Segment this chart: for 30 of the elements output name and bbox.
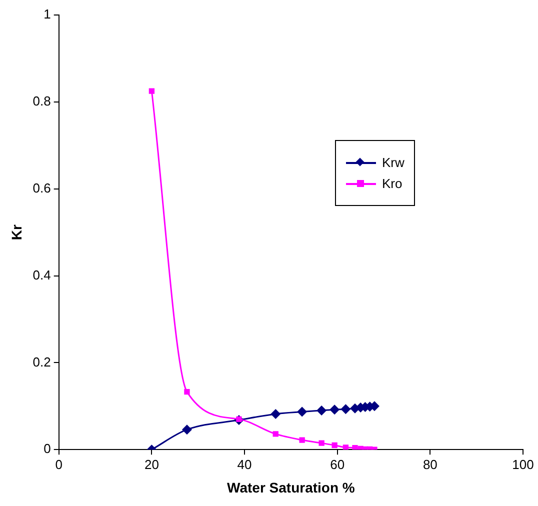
point	[340, 404, 351, 414]
point	[342, 444, 349, 450]
point	[148, 88, 155, 94]
x-tick-label: 60	[330, 456, 345, 472]
point	[182, 424, 192, 435]
y-tick-label: 0.8	[32, 94, 51, 108]
y-tick-label: 0	[44, 441, 51, 456]
x-tick-label: 100	[512, 456, 534, 472]
point	[297, 406, 308, 417]
legend-label: Kro	[382, 176, 402, 191]
y-axis-title: Kr	[8, 224, 24, 240]
y-tick-label: 1	[44, 6, 51, 22]
point	[272, 431, 278, 437]
point	[318, 440, 324, 446]
legend-label: Krw	[382, 155, 404, 170]
y-tick-label: 0.6	[32, 180, 51, 196]
point	[299, 437, 305, 443]
x-tick-label: 80	[422, 456, 438, 472]
x-tick-label: 40	[237, 456, 252, 472]
point	[184, 388, 190, 395]
y-tick-label: 0.4	[32, 267, 51, 282]
point	[270, 408, 281, 419]
x-tick-label: 20	[144, 456, 159, 472]
point	[352, 445, 358, 450]
point	[332, 442, 338, 448]
x-axis-title: Water Saturation %	[227, 479, 356, 496]
y-tick-label: 0.2	[32, 354, 51, 370]
x-tick-label: 0	[55, 456, 62, 472]
point	[330, 404, 340, 415]
point	[316, 405, 327, 416]
